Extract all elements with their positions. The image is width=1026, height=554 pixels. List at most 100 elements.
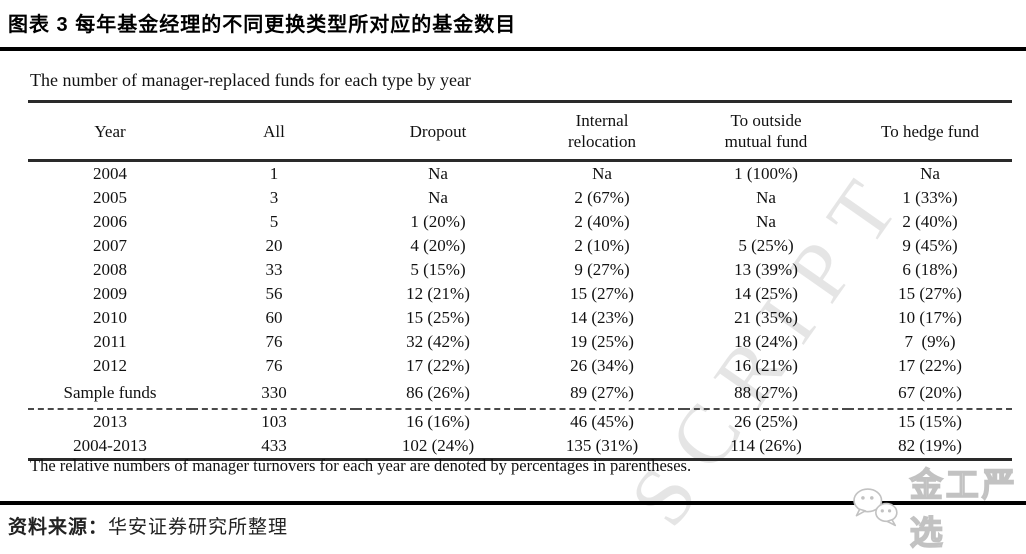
table-cell: 17 (22%) — [898, 356, 962, 375]
table-cell: Na — [920, 164, 940, 183]
table-cell: Na — [428, 188, 448, 207]
table-cell: 2009 — [93, 284, 127, 303]
table-cell: 19 (25%) — [570, 332, 634, 351]
source-text: 华安证券研究所整理 — [108, 517, 289, 538]
table-cell: 89 (27%) — [570, 383, 634, 402]
table-cell: 3 — [269, 188, 279, 207]
table-cell: Na — [592, 164, 612, 183]
table-cell: 2012 — [93, 356, 127, 375]
source-label: 资料来源： — [8, 517, 109, 538]
table-cell: 15 (27%) — [898, 284, 962, 303]
table-cell: 102 (24%) — [356, 434, 520, 461]
figure-title: 图表 3 每年基金经理的不同更换类型所对应的基金数目 — [8, 14, 517, 36]
table-cell: 20 — [265, 236, 283, 255]
table-row: 2009 56 12 (21%) 15 (27%) 14 (25%) 15 (27%) — [28, 282, 1012, 306]
col-header-to-hedge-fund: To hedge fund — [848, 100, 1012, 162]
table-row: 2011 76 32 (42%) 19 (25%) 18 (24%) 7 (9%) — [28, 330, 1012, 354]
table-cell: 16 (16%) — [356, 408, 520, 434]
table-cell: 17 (22%) — [406, 356, 470, 375]
table-cell: 5 (15%) — [410, 260, 466, 279]
table-cell: 86 (26%) — [406, 383, 470, 402]
table-cell: 2013 — [28, 408, 192, 434]
table-cell: 433 — [192, 434, 356, 461]
table-cell: 4 (20%) — [410, 236, 466, 255]
table-cell: 2011 — [93, 332, 127, 351]
table-cell: 9 (27%) — [574, 260, 630, 279]
table-cell: 46 (45%) — [520, 408, 684, 434]
table-header-row: Year All Dropout Internal relocation To … — [28, 100, 1012, 162]
table-cell: 15 (27%) — [570, 284, 634, 303]
table-cell: 18 (24%) — [734, 332, 798, 351]
table-cell: 135 (31%) — [520, 434, 684, 461]
table-row: 2004 1 Na Na 1 (100%) Na — [28, 161, 1012, 187]
table-row: 2005 3 Na 2 (67%) Na 1 (33%) — [28, 186, 1012, 210]
table-cell: 15 (25%) — [406, 308, 470, 327]
table-cell: Na — [428, 164, 448, 183]
table-cell: 32 (42%) — [406, 332, 470, 351]
table-cell: 14 (23%) — [570, 308, 634, 327]
table-header: Year All Dropout Internal relocation To … — [28, 100, 1012, 162]
table-cell: 12 (21%) — [406, 284, 470, 303]
table-cell: 103 — [192, 408, 356, 434]
table-cell: 7 (9%) — [904, 332, 956, 351]
col-header-internal-relocation: Internal relocation — [520, 100, 684, 162]
table-cell: 2004-2013 — [28, 434, 192, 461]
table-body-after-dash: 2013 103 16 (16%) 46 (45%) 26 (25%) 15 (15%) 2… — [28, 408, 1012, 461]
table-cell: 2004 — [93, 164, 127, 183]
table-cell: 16 (21%) — [734, 356, 798, 375]
table-row: 2010 60 15 (25%) 14 (23%) 21 (35%) 10 (17%) — [28, 306, 1012, 330]
col-header-year: Year — [28, 100, 192, 162]
col-header-all: All — [192, 100, 356, 162]
table-cell: 1 (20%) — [410, 212, 466, 231]
table-cell: 1 (33%) — [902, 188, 958, 207]
table-cell: 1 (100%) — [734, 164, 798, 183]
table-cell: 26 (25%) — [684, 408, 848, 434]
table-row: 2006 5 1 (20%) 2 (40%) Na 2 (40%) — [28, 210, 1012, 234]
table-cell: 10 (17%) — [898, 308, 962, 327]
table-cell: 56 — [265, 284, 283, 303]
table-cell: Sample funds — [63, 383, 157, 402]
fund-replacement-table: Year All Dropout Internal relocation To … — [28, 100, 1012, 461]
table-cell: Na — [756, 188, 776, 207]
table-cell: 2 (40%) — [902, 212, 958, 231]
table-footnote: The relative numbers of manager turnover… — [30, 456, 692, 475]
table-cell: 2005 — [93, 188, 127, 207]
table-cell: 26 (34%) — [570, 356, 634, 375]
table-cell: 82 (19%) — [848, 434, 1012, 461]
table-row: 2004-2013 433 102 (24%) 135 (31%) 114 (26%) 8… — [28, 434, 1012, 461]
title-divider-rule — [0, 47, 1026, 51]
table-row: 2008 33 5 (15%) 9 (27%) 13 (39%) 6 (18%) — [28, 258, 1012, 282]
table-cell: 14 (25%) — [734, 284, 798, 303]
table-cell: 6 (18%) — [902, 260, 958, 279]
col-header-to-outside-mutual-fund: To outside mutual fund — [684, 100, 848, 162]
table-cell: 5 — [269, 212, 279, 231]
table-row: 2013 103 16 (16%) 46 (45%) 26 (25%) 15 (15%) — [28, 408, 1012, 434]
table-cell: 1 — [269, 164, 279, 183]
table-cell: 114 (26%) — [684, 434, 848, 461]
table-cell: 2006 — [93, 212, 127, 231]
table-cell: 2008 — [93, 260, 127, 279]
table-row: Sample funds 330 86 (26%) 89 (27%) 88 (27%) 6… — [28, 378, 1012, 409]
table-cell: 5 (25%) — [738, 236, 794, 255]
table-cell: 2 (40%) — [574, 212, 630, 231]
table-cell: 60 — [265, 308, 283, 327]
wechat-bubbles-icon — [853, 488, 898, 527]
table-cell: 88 (27%) — [734, 383, 798, 402]
table-cell: 2010 — [93, 308, 127, 327]
table-cell: 76 — [265, 332, 283, 351]
table-cell: 2 (10%) — [574, 236, 630, 255]
table-cell: 15 (15%) — [848, 408, 1012, 434]
source-line: 资料来源：华安证券研究所整理 — [8, 512, 288, 539]
col-header-dropout: Dropout — [356, 100, 520, 162]
table-cell: 67 (20%) — [898, 383, 962, 402]
table-cell: 2007 — [93, 236, 127, 255]
table-cell: 330 — [261, 383, 287, 402]
table-cell: 13 (39%) — [734, 260, 798, 279]
table-body-main: 2004 1 Na Na 1 (100%) Na 2005 3 Na 2 (67%) Na 1 (33… — [28, 161, 1012, 410]
document-page: 图表 3 每年基金经理的不同更换类型所对应的基金数目 The number of… — [0, 14, 1026, 539]
table-cell: 9 (45%) — [902, 236, 958, 255]
table-row: 2007 20 4 (20%) 2 (10%) 5 (25%) 9 (45%) — [28, 234, 1012, 258]
bottom-divider-rule — [0, 501, 1026, 505]
table-row: 2012 76 17 (22%) 26 (34%) 16 (21%) 17 (22%) — [28, 354, 1012, 378]
table-cell: 33 — [265, 260, 283, 279]
